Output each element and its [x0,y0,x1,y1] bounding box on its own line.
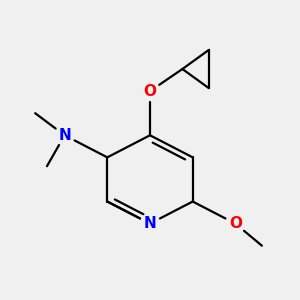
Text: O: O [229,216,242,231]
Text: O: O [143,84,157,99]
Text: N: N [58,128,71,143]
Text: N: N [144,216,156,231]
